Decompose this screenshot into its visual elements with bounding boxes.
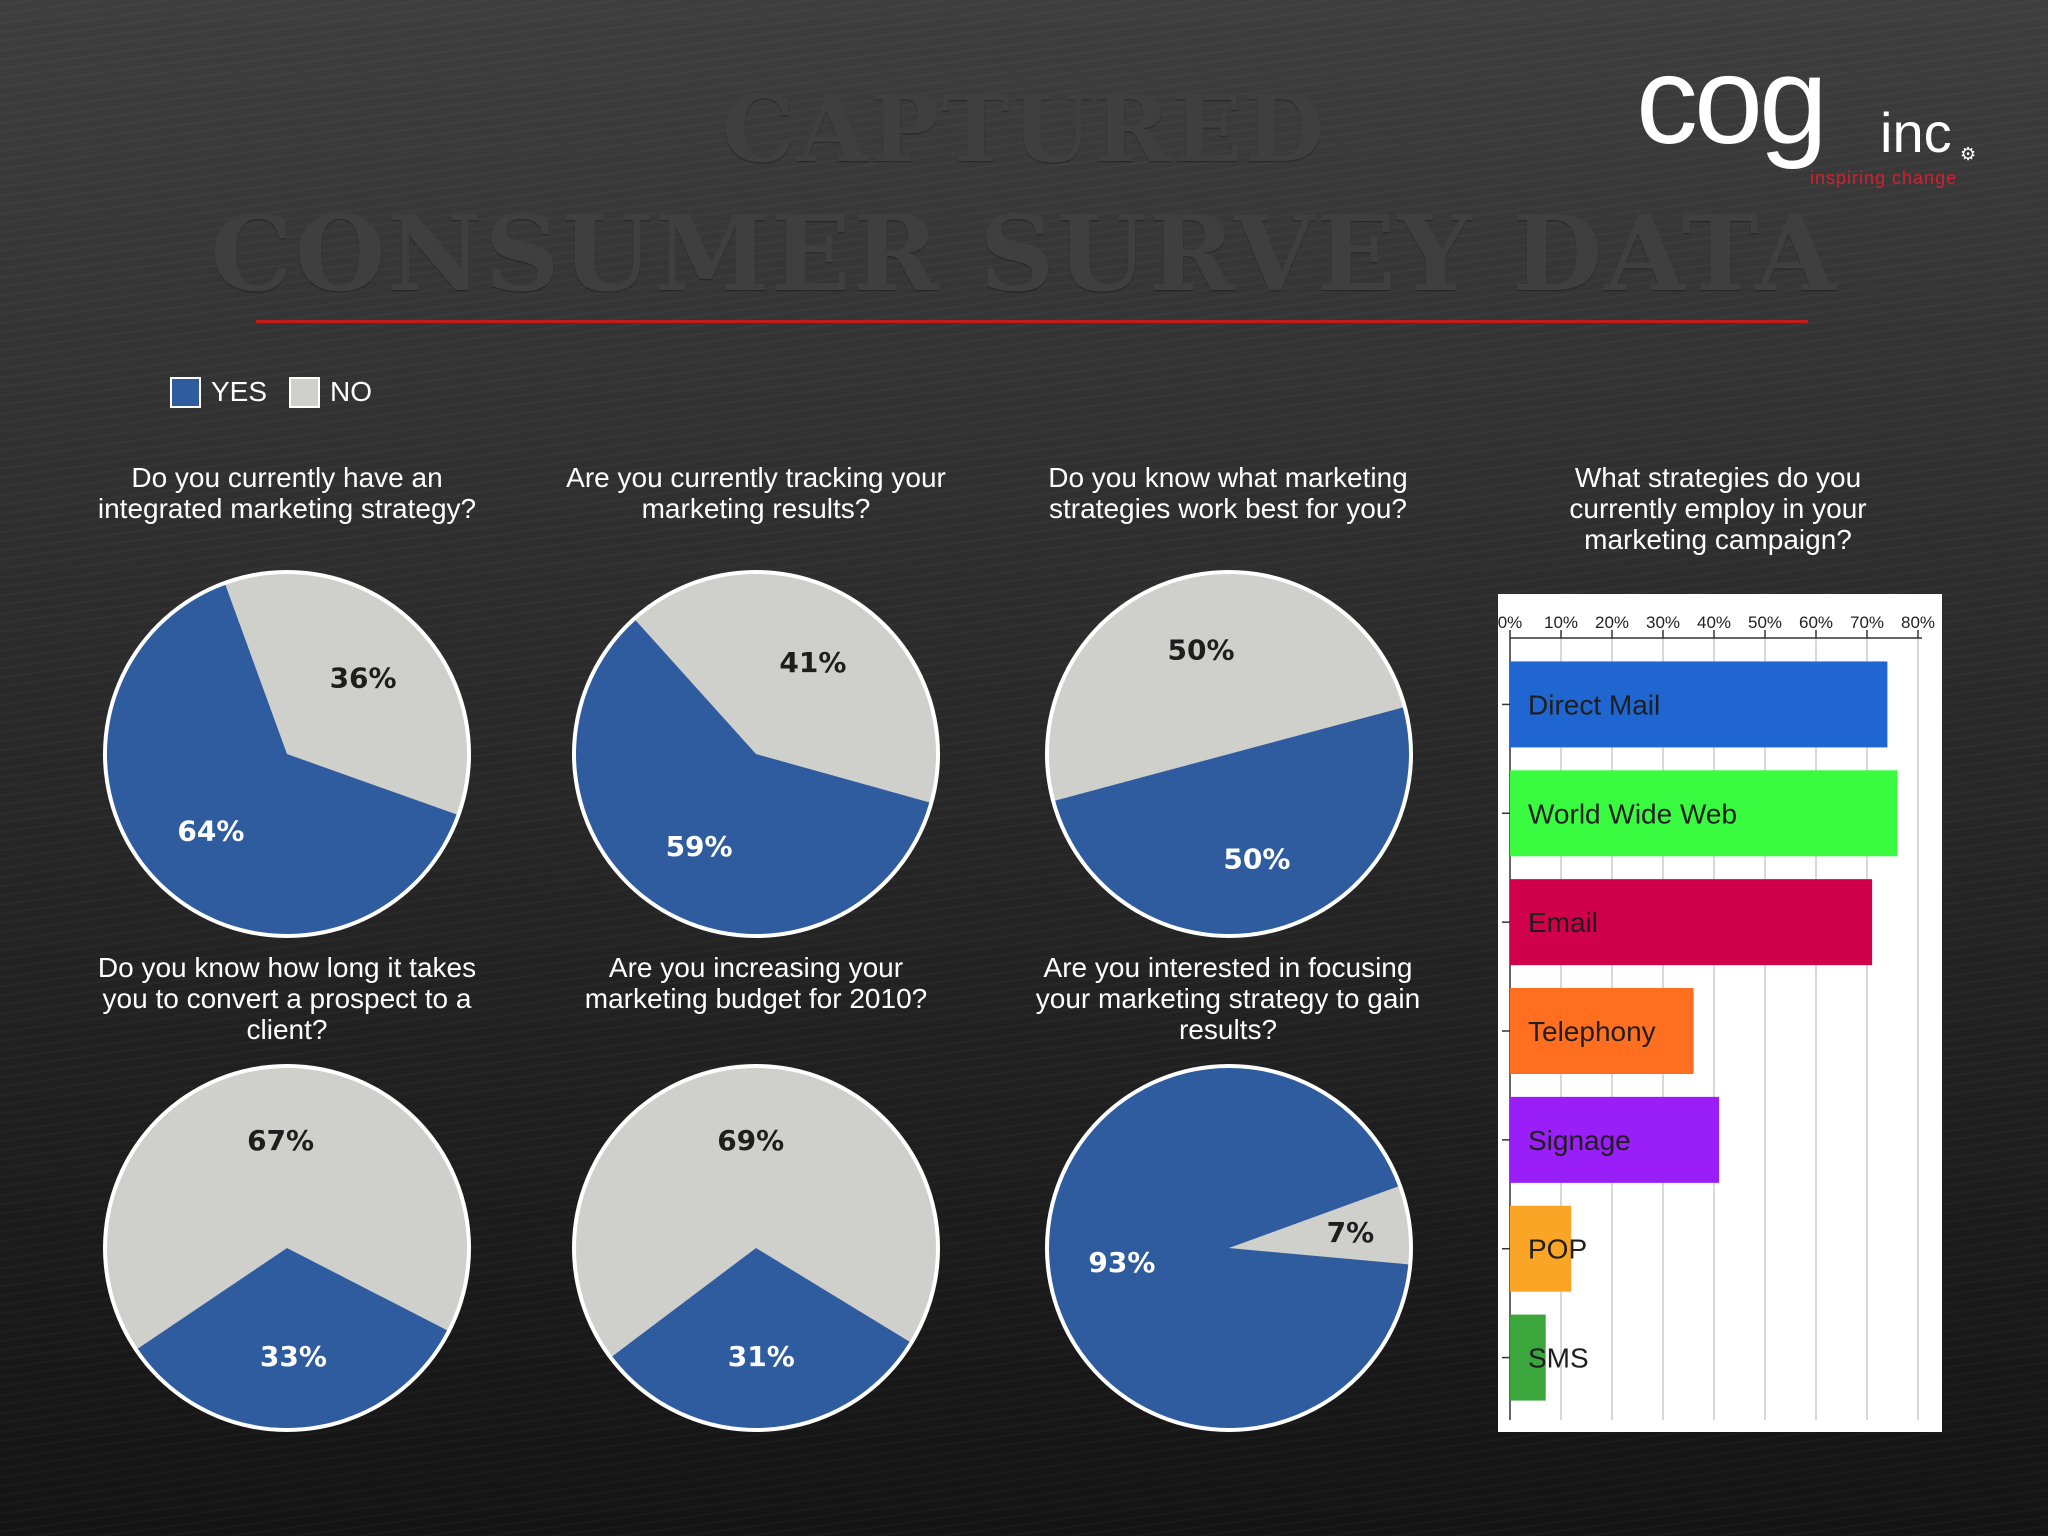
pie-slice-no — [576, 1068, 936, 1357]
bar-chart: 0% 10% 20% 30% 40% 50% 60% 70% 80% Direct Mail Wor… — [1498, 613, 1935, 1420]
pie-slice-yes — [576, 620, 930, 935]
pie-value-label-no: 69% — [717, 1124, 784, 1157]
slide-title-line1: CAPTURED — [721, 75, 1327, 183]
pie-question-6: Are you interested in focusing your mark… — [1035, 952, 1421, 1045]
bar-email — [1510, 879, 1873, 966]
pie-chart-3: 50% 50% — [1045, 570, 1413, 938]
pie-value-label-yes: 93% — [1088, 1246, 1155, 1279]
pie-legend: YES NO — [170, 376, 394, 408]
pie-slice-yes — [612, 1248, 910, 1428]
bar-world-wide-web — [1510, 770, 1898, 857]
pie-value-label-no: 7% — [1327, 1216, 1375, 1249]
bar-direct-mail — [1510, 661, 1888, 748]
logo-suffix-text: inc — [1880, 101, 1952, 164]
title-underline — [256, 320, 1808, 323]
pie-slice-no — [1049, 574, 1403, 801]
pie-value-label-yes: 31% — [728, 1340, 795, 1373]
bar-category-label: Direct Mail — [1528, 689, 1660, 720]
legend-swatch-yes — [170, 376, 201, 408]
x-tick-label: 10% — [1544, 613, 1578, 632]
pie-chart-4: 67% 33% — [103, 1064, 471, 1432]
bar-telephony — [1510, 988, 1694, 1074]
logo-tagline: inspiring change — [1810, 168, 1958, 188]
x-tick-label: 70% — [1850, 613, 1884, 632]
x-tick-label: 0% — [1498, 613, 1522, 632]
legend-label-no: NO — [330, 376, 373, 407]
x-tick-label: 80% — [1901, 613, 1935, 632]
pie-value-label-yes: 59% — [666, 830, 733, 863]
legend-swatch-no — [289, 376, 321, 408]
gear-icon: ⚙ — [1960, 144, 1977, 164]
bar-category-label: World Wide Web — [1528, 798, 1737, 829]
pie-value-label-no: 67% — [247, 1124, 314, 1157]
bar-category-label: POP — [1528, 1234, 1587, 1265]
pie-value-label-yes: 50% — [1223, 842, 1290, 875]
pie-question-4: Do you know how long it takes you to con… — [97, 952, 477, 1045]
pie-slice-no — [225, 574, 467, 815]
x-tick-label: 50% — [1748, 613, 1782, 632]
company-logo: cog inc ⚙ inspiring change — [1630, 32, 1990, 200]
pie-chart-5: 69% 31% — [572, 1064, 940, 1432]
pie-value-label-yes: 33% — [260, 1340, 327, 1373]
pie-question-2: Are you currently tracking your marketin… — [566, 462, 946, 524]
x-tick-label: 30% — [1646, 613, 1680, 632]
pie-slice-no — [107, 1068, 468, 1349]
pie-slice-yes — [1055, 707, 1409, 934]
bar-category-label: Telephony — [1528, 1016, 1656, 1047]
pie-value-label-no: 41% — [779, 646, 846, 679]
pie-value-label-no: 50% — [1168, 634, 1235, 667]
legend-label-yes: YES — [211, 376, 268, 407]
bar-sms — [1510, 1314, 1546, 1401]
bar-category-label: SMS — [1528, 1343, 1589, 1374]
pie-slice-no — [635, 574, 936, 803]
bar-pop — [1510, 1205, 1572, 1292]
pie-chart-1: 36% 64% — [103, 570, 471, 938]
pie-slice-yes — [106, 584, 457, 934]
legend-item-no: NO — [289, 376, 372, 408]
bar-category-label: Signage — [1528, 1125, 1631, 1156]
pie-chart-2: 41% 59% — [572, 570, 940, 938]
pie-question-1: Do you currently have an integrated mark… — [97, 462, 477, 524]
pie-question-3: Do you know what marketing strategies wo… — [1048, 462, 1408, 524]
pie-value-label-no: 36% — [330, 661, 397, 694]
bar-chart-panel: 0% 10% 20% 30% 40% 50% 60% 70% 80% Direct Mail Wor… — [1498, 594, 1942, 1432]
slide-title-line2: CONSUMER SURVEY DATA — [210, 192, 1838, 315]
bar-signage — [1510, 1096, 1720, 1183]
pie-question-5: Are you increasing your marketing budget… — [584, 952, 928, 1014]
pie-slice-yes — [1049, 1068, 1409, 1428]
bar-chart-question: What strategies do you currently employ … — [1569, 462, 1867, 555]
logo-main-text: cog — [1636, 32, 1828, 170]
pie-chart-6: 7% 93% — [1045, 1064, 1413, 1432]
x-tick-label: 40% — [1697, 613, 1731, 632]
x-tick-label: 60% — [1799, 613, 1833, 632]
bar-category-label: Email — [1528, 907, 1598, 938]
pie-slice-no — [1229, 1186, 1409, 1265]
x-tick-label: 20% — [1595, 613, 1629, 632]
legend-item-yes: YES — [170, 376, 267, 408]
pie-value-label-yes: 64% — [177, 815, 244, 848]
pie-slice-yes — [137, 1248, 448, 1428]
